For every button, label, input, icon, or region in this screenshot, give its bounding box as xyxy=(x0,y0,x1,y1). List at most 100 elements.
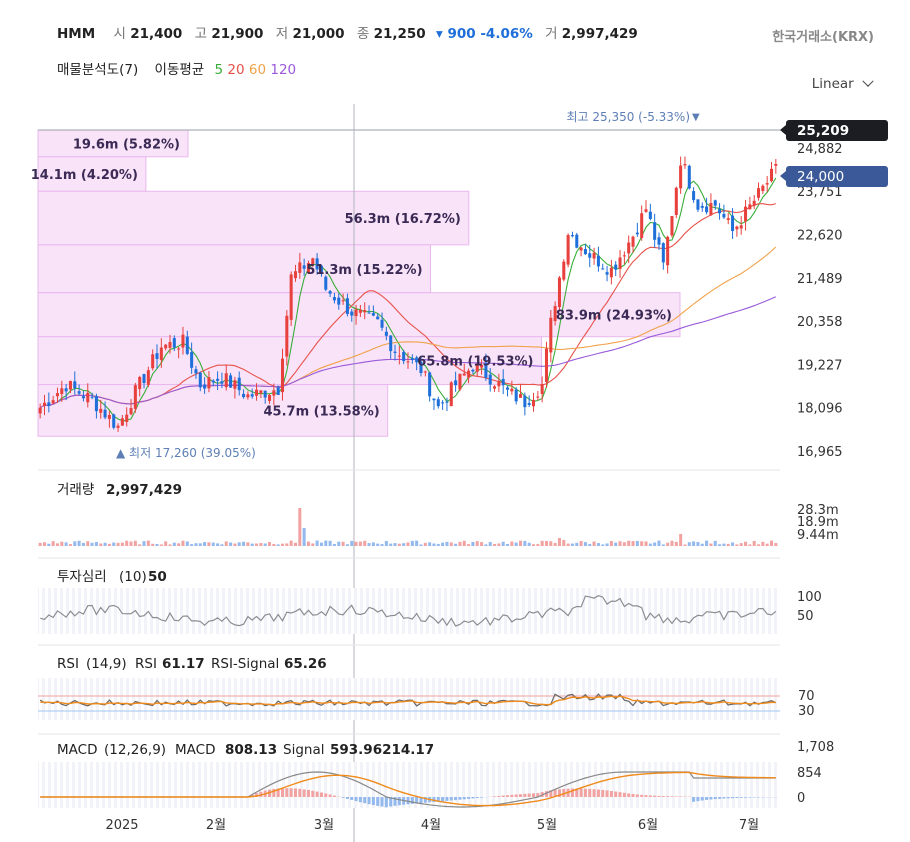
exchange-label: 한국거래소(KRX) xyxy=(772,30,874,45)
volume-bar xyxy=(415,540,419,546)
time-axis: 2025 2월 3월 4월 5월 6월 7월 xyxy=(105,818,759,833)
volume-bar xyxy=(467,544,471,546)
candle-body xyxy=(159,347,163,360)
rsi-panel[interactable]: RSI (14,9) RSI 61.17 RSI-Signal 65.26 70… xyxy=(38,644,815,720)
macd-hist-bar xyxy=(436,797,440,802)
volume-bars xyxy=(38,508,778,546)
candle-body xyxy=(354,309,358,317)
volume-bar xyxy=(246,542,250,546)
macd-hist-bar xyxy=(380,797,384,807)
macd-hist-bar xyxy=(713,797,717,800)
candle-body xyxy=(618,257,622,269)
macd-hist-bar xyxy=(285,788,289,797)
macd-hist-bar xyxy=(544,791,548,797)
macd-hist-bar xyxy=(731,797,735,799)
candle-body xyxy=(402,351,406,362)
psychology-panel[interactable]: 투자심리 (10) 50 100 50 xyxy=(38,557,822,634)
volume-bar xyxy=(220,544,224,546)
candle-body xyxy=(376,316,380,320)
macd-hist-bar xyxy=(311,790,315,797)
candle-body xyxy=(644,209,648,212)
candle-body xyxy=(631,236,635,247)
macd-hist-bar xyxy=(371,797,375,806)
moving-average-label[interactable]: 이동평균 xyxy=(154,62,205,78)
volume-bar xyxy=(190,544,194,546)
candle-body xyxy=(272,390,276,396)
candle-body xyxy=(276,387,280,395)
candle-body xyxy=(172,338,176,348)
volume-tick-3: 9.44m xyxy=(797,528,839,543)
volume-bar xyxy=(376,543,380,546)
candle-body xyxy=(42,402,47,406)
macd-hist-bar xyxy=(445,797,449,801)
macd-hist-bar xyxy=(527,793,531,797)
candle-body xyxy=(94,396,98,412)
volume-bar xyxy=(263,543,267,546)
volume-bar xyxy=(653,542,657,546)
volume-bar xyxy=(757,544,761,546)
volume-panel[interactable]: 거래량 2,997,429 28.3m 18.9m 9.44m xyxy=(38,469,839,546)
volume-bar xyxy=(341,541,345,546)
macd-hist-bar xyxy=(553,789,557,797)
volume-bar xyxy=(146,540,150,546)
macd-hist-bar xyxy=(622,792,626,797)
candle-body xyxy=(198,372,202,388)
candles xyxy=(38,156,778,432)
volume-bar xyxy=(748,544,752,546)
macd-hist-bar xyxy=(562,788,566,797)
volume-bar xyxy=(527,542,531,546)
candle-body xyxy=(363,310,367,313)
candle-body xyxy=(151,354,155,369)
volume-bar xyxy=(514,542,518,546)
macd-value: 808.13 xyxy=(225,742,277,758)
volume-bar xyxy=(557,538,561,546)
candle-body xyxy=(371,313,375,316)
candle-body xyxy=(389,335,393,352)
macd-panel[interactable]: MACD (12,26,9) MACD 808.13 Signal 593.96… xyxy=(38,733,834,808)
candle-body xyxy=(514,389,518,402)
macd-hist-bar xyxy=(406,797,410,805)
volume-bar xyxy=(358,541,362,546)
volume-bar xyxy=(419,544,423,546)
close-value: 21,250 xyxy=(373,26,426,42)
macd-hist-bar xyxy=(419,797,423,804)
price-panel[interactable]: 19.6m (5.82%) 14.1m (4.20%) 56.3m (16.72%)… xyxy=(31,104,888,842)
volume-value: 2,997,429 xyxy=(561,26,638,42)
macd-hist-bar xyxy=(744,797,748,798)
macd-hist-bar xyxy=(497,795,501,797)
macd-hist-bar xyxy=(350,797,354,801)
volume-profile-toggle[interactable]: 매물분석도(7) xyxy=(57,62,139,78)
macd-hist-bar xyxy=(653,795,657,797)
candle-body xyxy=(475,363,479,372)
macd-signal-name: Signal xyxy=(283,742,324,758)
psychology-line xyxy=(40,595,777,627)
macd-hist-bar xyxy=(722,797,726,799)
candle-body xyxy=(531,399,536,407)
volume-bar xyxy=(454,543,458,546)
volume-bar xyxy=(51,541,55,546)
candle-body xyxy=(224,373,228,388)
candle-body xyxy=(653,222,657,240)
volume-label: 거 xyxy=(545,26,558,42)
candle-body xyxy=(462,373,466,376)
macd-hist-bar xyxy=(592,789,596,797)
volume-bar xyxy=(203,542,207,546)
macd-hist-bar xyxy=(432,797,436,803)
scale-toggle-label: Linear xyxy=(811,76,854,92)
volume-tick-2: 18.9m xyxy=(797,515,839,530)
macd-hist-bar xyxy=(315,791,319,797)
candle-body xyxy=(553,306,557,322)
scale-toggle-button[interactable]: Linear xyxy=(811,75,874,92)
volume-bar xyxy=(449,542,453,546)
volume-bar xyxy=(683,544,687,546)
candle-body xyxy=(661,243,665,263)
macd-hist-bar xyxy=(705,797,709,800)
candle-body xyxy=(423,371,427,373)
candle-body xyxy=(237,377,241,391)
macd-hist-bar xyxy=(467,797,471,799)
volume-bar xyxy=(627,540,631,546)
volume-bar xyxy=(90,542,94,546)
volume-bar xyxy=(536,544,540,546)
volume-bar xyxy=(133,540,137,546)
